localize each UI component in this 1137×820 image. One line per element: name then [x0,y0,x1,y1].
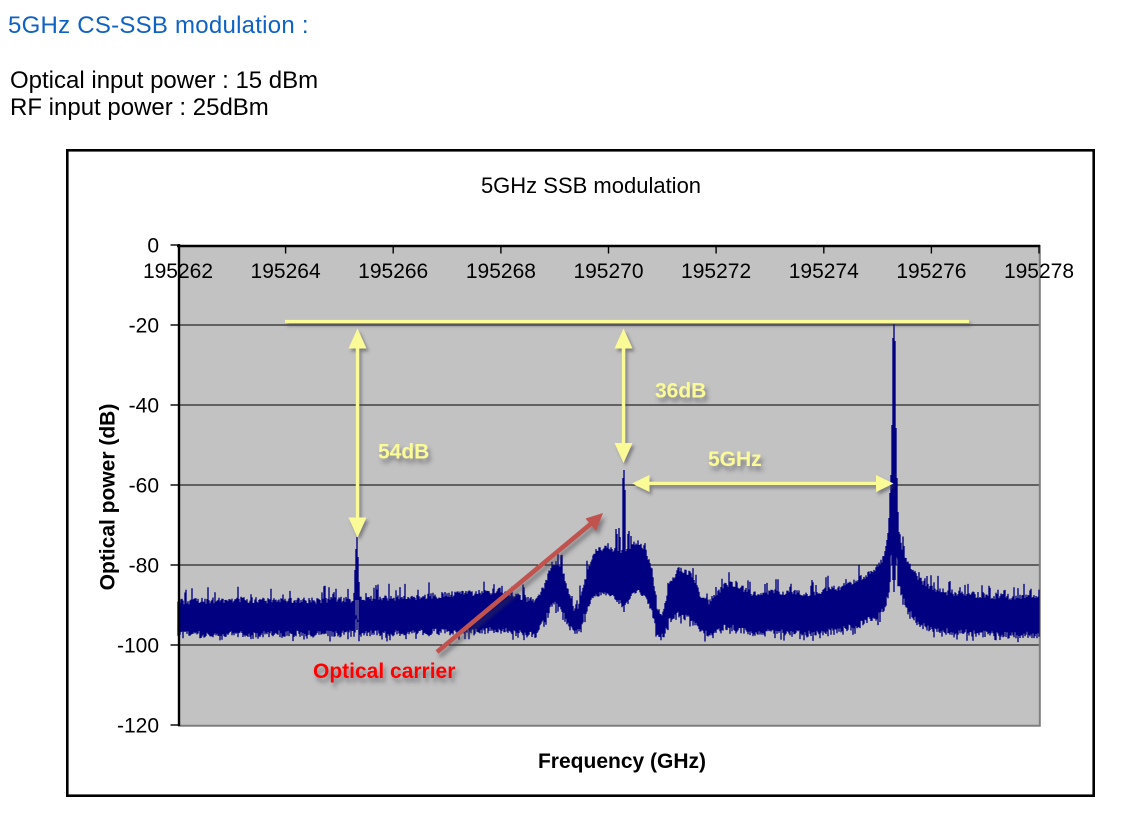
svg-text:Frequency (GHz): Frequency (GHz) [538,750,706,773]
svg-text:195274: 195274 [789,260,859,283]
svg-text:195266: 195266 [358,260,428,283]
svg-text:195270: 195270 [573,260,643,283]
svg-text:-120: -120 [117,715,159,738]
svg-text:54dB: 54dB [378,441,429,464]
svg-text:195262: 195262 [143,260,213,283]
svg-text:Optical power (dB): Optical power (dB) [97,404,120,591]
svg-text:Optical carrier: Optical carrier [313,660,455,683]
svg-text:5GHz SSB modulation: 5GHz SSB modulation [481,173,701,198]
svg-text:-100: -100 [117,635,159,658]
svg-text:-80: -80 [129,555,159,578]
svg-text:-60: -60 [129,475,159,498]
svg-text:195264: 195264 [251,260,321,283]
svg-text:36dB: 36dB [655,380,706,403]
svg-text:5GHz: 5GHz [708,448,762,471]
svg-text:-40: -40 [129,395,159,418]
svg-text:195268: 195268 [466,260,536,283]
svg-text:-20: -20 [129,315,159,338]
svg-text:195278: 195278 [1004,260,1074,283]
svg-text:0: 0 [147,235,159,258]
svg-text:195276: 195276 [896,260,966,283]
svg-text:195272: 195272 [681,260,751,283]
